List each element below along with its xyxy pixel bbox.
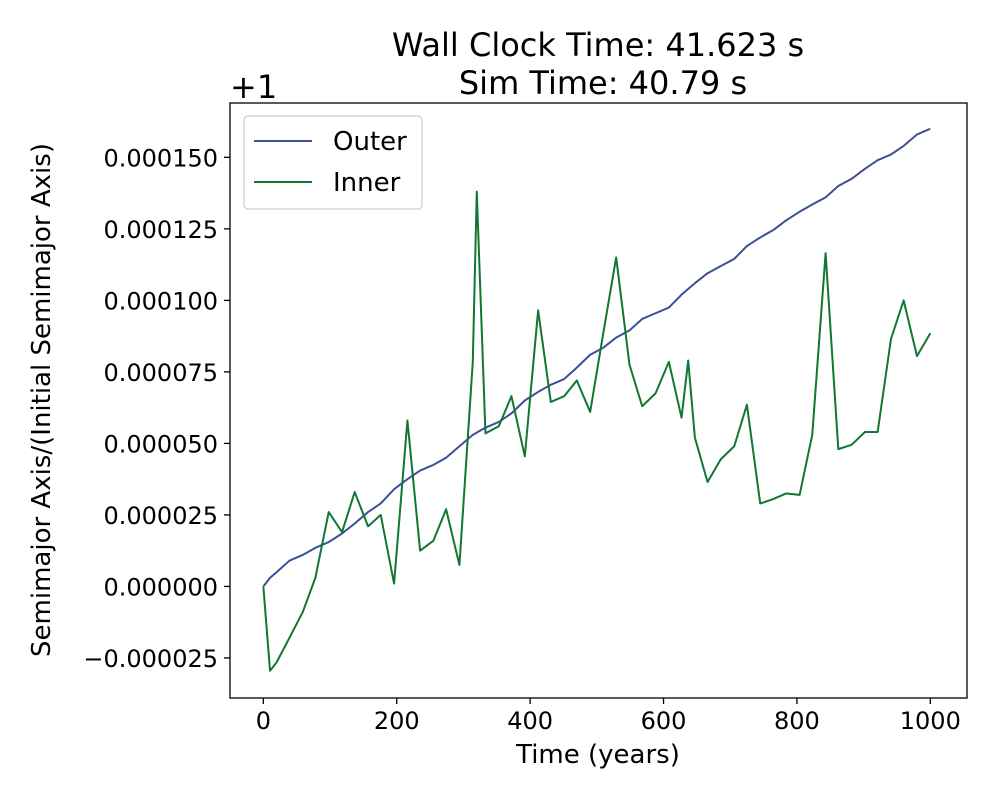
x-axis-label: Time (years) — [515, 740, 680, 770]
y-tick-label: −0.000025 — [83, 645, 218, 673]
x-tick-label: 600 — [641, 707, 687, 735]
x-tick-label: 1000 — [900, 707, 961, 735]
y-tick-label: 0.000150 — [103, 144, 218, 172]
y-tick-label: 0.000100 — [103, 287, 218, 315]
series-line-inner — [263, 192, 930, 671]
legend-label-inner: Inner — [333, 168, 401, 198]
y-tick-label: 0.000125 — [103, 216, 218, 244]
x-tick-label: 400 — [507, 707, 553, 735]
x-tick-label: 200 — [374, 707, 420, 735]
x-tick-label: 800 — [774, 707, 820, 735]
y-axis: −0.000025 0.000000 0.000025 0.000050 0.00007… — [83, 144, 230, 673]
series-layer — [263, 129, 930, 671]
chart-title: Wall Clock Time: 41.623 s — [392, 26, 804, 64]
x-tick-label: 0 — [256, 707, 271, 735]
chart-subtitle: Sim Time: 40.79 s — [459, 64, 747, 102]
y-tick-label: 0.000075 — [103, 359, 218, 387]
x-axis: 0 200 400 600 800 1000 — [256, 698, 961, 735]
legend: Outer Inner — [244, 116, 422, 209]
y-tick-label: 0.000025 — [103, 502, 218, 530]
y-axis-label: Semimajor Axis/(Initial Semimajor Axis) — [27, 143, 57, 657]
y-tick-label: 0.000000 — [103, 573, 218, 601]
y-offset-label: +1 — [230, 68, 277, 106]
y-tick-label: 0.000050 — [103, 430, 218, 458]
legend-label-outer: Outer — [333, 127, 407, 157]
